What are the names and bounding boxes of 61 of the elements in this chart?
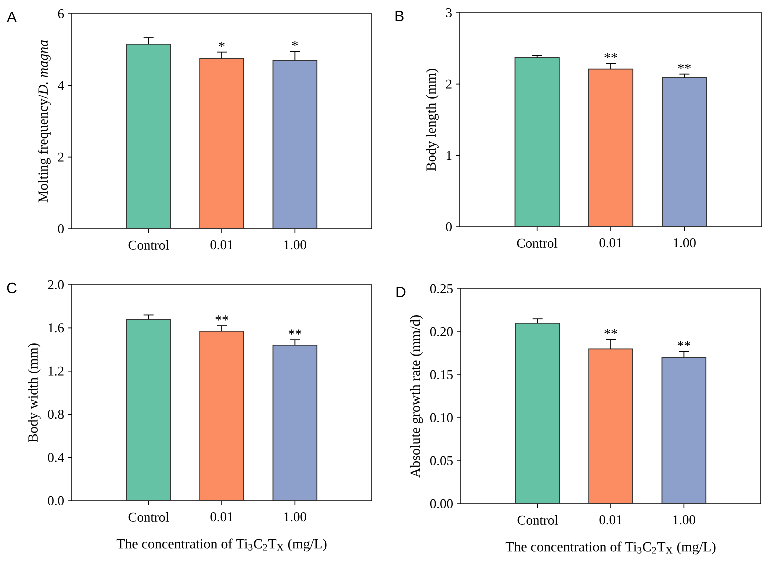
bar <box>588 68 634 228</box>
y-tick-label: 0.20 <box>430 327 453 337</box>
y-tick-label: 4 <box>58 81 64 90</box>
bar <box>514 57 560 228</box>
annotation: ** <box>216 316 228 321</box>
x-tick-label: 1.00 <box>284 512 306 522</box>
y-axis-title: Body length (mm) <box>426 69 439 172</box>
x-axis-title: The concentration of Ti$_{3}$C$_{2}$T$_{X}$ (mg/L) <box>116 538 327 552</box>
y-tick-label: 2.0 <box>48 280 64 290</box>
x-tick-label: 1.00 <box>674 238 696 248</box>
annotation: ** <box>678 64 691 70</box>
bar <box>515 322 560 504</box>
bar <box>662 77 708 228</box>
y-tick-label: 2 <box>446 80 452 89</box>
x-tick-label: Control <box>128 512 170 522</box>
y-tick-label: 0 <box>446 222 452 232</box>
annotation: * <box>292 41 298 46</box>
x-tick-label: 1.00 <box>284 240 306 250</box>
x-tick-label: 0.01 <box>210 512 233 522</box>
x-axis-title: The concentration of Ti$_{3}$C$_{2}$T$_{X}$ (mg/L) <box>506 542 716 555</box>
bar <box>200 58 244 230</box>
y-tick-label: 0.10 <box>430 413 453 423</box>
y-tick-label: 2 <box>58 152 64 162</box>
bar <box>588 348 634 504</box>
x-tick-label: 0.01 <box>210 240 233 250</box>
y-tick-label: 6 <box>58 9 64 18</box>
chart-title: A <box>7 12 17 22</box>
x-tick-label: Control <box>518 516 558 525</box>
x-tick-label: 0.01 <box>600 515 622 525</box>
x-tick-label: 1.00 <box>674 515 696 525</box>
y-tick-label: 0.8 <box>48 410 64 420</box>
annotation: ** <box>604 329 618 335</box>
y-tick-label: 0.05 <box>430 456 453 466</box>
bar <box>126 319 172 502</box>
y-tick-label: 0.0 <box>48 496 64 506</box>
y-tick-label: 0.4 <box>48 453 64 462</box>
chart-title: B <box>396 11 404 22</box>
x-tick-label: Control <box>128 240 170 250</box>
bar <box>200 330 244 502</box>
y-tick-label: 1.6 <box>48 324 64 333</box>
y-tick-label: 0.15 <box>430 370 453 380</box>
bar <box>126 44 172 230</box>
y-tick-label: 1.2 <box>48 366 64 376</box>
annotation: ** <box>604 53 618 58</box>
y-tick-label: 0.00 <box>430 499 453 509</box>
y-tick-label: 0 <box>58 224 64 234</box>
annotation: ** <box>288 330 302 335</box>
annotation: ** <box>678 341 690 347</box>
chart-title: C <box>7 282 17 294</box>
y-tick-label: 3 <box>446 8 452 18</box>
y-tick-label: 1 <box>446 151 452 160</box>
y-axis-title: Absolute growth rate (mm/d) <box>410 316 424 478</box>
x-tick-label: Control <box>517 238 558 248</box>
bar <box>272 60 318 230</box>
bar <box>662 357 707 504</box>
annotation: * <box>219 42 225 48</box>
x-tick-label: 0.01 <box>600 238 622 248</box>
y-axis-title: Body width (mm) <box>28 344 41 443</box>
bar <box>272 345 318 502</box>
y-tick-label: 0.25 <box>430 284 453 294</box>
chart-title: D <box>396 287 406 298</box>
